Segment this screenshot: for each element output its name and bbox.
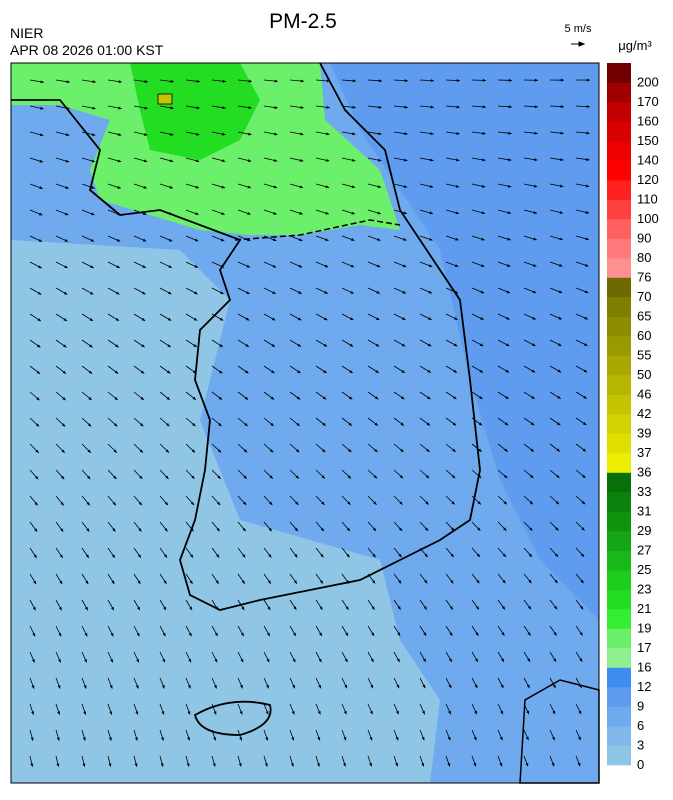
colorbar-label: 31 <box>637 504 651 519</box>
wind-scale-label: 5 m/s <box>565 23 592 35</box>
colorbar-segment <box>607 122 631 142</box>
colorbar-label: 150 <box>637 133 659 148</box>
colorbar-label: 100 <box>637 211 659 226</box>
colorbar-segment <box>607 63 631 83</box>
colorbar-segment <box>607 434 631 454</box>
wind-scale-arrow <box>571 42 584 46</box>
colorbar-segment <box>607 512 631 532</box>
colorbar-segment <box>607 746 631 766</box>
colorbar-segment <box>607 161 631 181</box>
colorbar-label: 36 <box>637 465 651 480</box>
colorbar-segment <box>607 141 631 161</box>
colorbar-label: 70 <box>637 289 651 304</box>
colorbar-segment <box>607 551 631 571</box>
colorbar-segment <box>607 473 631 493</box>
colorbar-label: 12 <box>637 679 651 694</box>
colorbar-label: 60 <box>637 328 651 343</box>
colorbar-segment <box>607 239 631 259</box>
colorbar-label: 80 <box>637 250 651 265</box>
colorbar-segment <box>607 180 631 200</box>
colorbar-label: 200 <box>637 75 659 90</box>
colorbar-segment <box>607 707 631 727</box>
colorbar-label: 120 <box>637 172 659 187</box>
colorbar-segment <box>607 278 631 298</box>
colorbar-segment <box>607 668 631 688</box>
colorbar-label: 55 <box>637 348 651 363</box>
colorbar-label: 25 <box>637 562 651 577</box>
colorbar-segment <box>607 297 631 317</box>
colorbar-label: 140 <box>637 153 659 168</box>
colorbar-segment <box>607 317 631 337</box>
colorbar-segment <box>607 336 631 356</box>
colorbar-label: 33 <box>637 484 651 499</box>
colorbar-segment <box>607 395 631 415</box>
colorbar-label: 37 <box>637 445 651 460</box>
japan-coast <box>520 680 599 783</box>
colorbar-segment <box>607 453 631 473</box>
colorbar-segment <box>607 83 631 103</box>
colorbar-segment <box>607 629 631 649</box>
colorbar-segment <box>607 531 631 551</box>
colorbar-label: 3 <box>637 738 644 753</box>
colorbar-label: 0 <box>637 757 644 772</box>
colorbar-label: 110 <box>637 192 658 207</box>
colorbar-label: 29 <box>637 523 651 538</box>
colorbar-segment <box>607 590 631 610</box>
unit: μg/m³ <box>618 38 652 53</box>
colorbar: 0369121617192123252729313336373942465055… <box>607 63 659 772</box>
colorbar-segment <box>607 219 631 239</box>
hotspot <box>158 94 172 104</box>
map <box>11 63 599 783</box>
colorbar-segment <box>607 375 631 395</box>
colorbar-label: 160 <box>637 114 659 129</box>
colorbar-segment <box>607 102 631 122</box>
colorbar-label: 50 <box>637 367 651 382</box>
timestamp: APR 08 2026 01:00 KST <box>10 42 164 58</box>
colorbar-label: 17 <box>637 640 651 655</box>
agency: NIER <box>10 25 43 41</box>
colorbar-segment <box>607 356 631 376</box>
colorbar-segment <box>607 258 631 278</box>
colorbar-segment <box>607 609 631 629</box>
colorbar-label: 21 <box>637 601 651 616</box>
colorbar-segment <box>607 414 631 434</box>
colorbar-label: 19 <box>637 621 651 636</box>
colorbar-label: 76 <box>637 270 651 285</box>
colorbar-label: 170 <box>637 94 659 109</box>
colorbar-label: 23 <box>637 582 651 597</box>
colorbar-label: 90 <box>637 231 651 246</box>
colorbar-segment <box>607 687 631 707</box>
colorbar-segment <box>607 200 631 220</box>
colorbar-label: 27 <box>637 543 651 558</box>
colorbar-segment <box>607 726 631 746</box>
colorbar-segment <box>607 570 631 590</box>
colorbar-label: 65 <box>637 309 651 324</box>
colorbar-label: 42 <box>637 406 651 421</box>
colorbar-label: 9 <box>637 699 644 714</box>
colorbar-label: 39 <box>637 426 651 441</box>
colorbar-label: 16 <box>637 660 651 675</box>
colorbar-label: 46 <box>637 387 651 402</box>
title: PM-2.5 <box>269 10 337 33</box>
colorbar-segment <box>607 648 631 668</box>
colorbar-segment <box>607 492 631 512</box>
colorbar-label: 6 <box>637 718 644 733</box>
